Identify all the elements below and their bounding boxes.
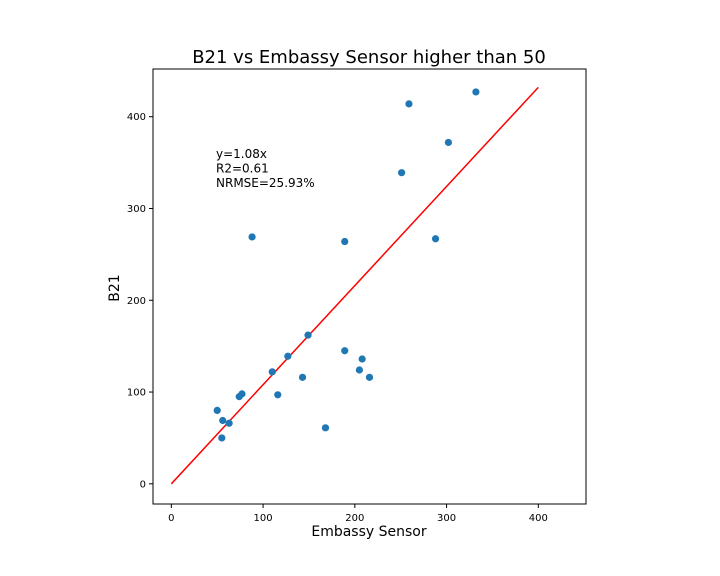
data-point <box>298 373 307 381</box>
fit-annotation: y=1.08x R2=0.61 NRMSE=25.93% <box>216 147 315 190</box>
y-tick-label: 300 <box>127 204 146 215</box>
x-tick-label: 200 <box>345 513 364 524</box>
annotation-line: NRMSE=25.93% <box>216 176 315 190</box>
data-point <box>225 419 233 427</box>
data-point <box>444 138 452 147</box>
data-point <box>431 235 440 243</box>
axis-ticks: 0 100 200 300 400 0 100 200 300 400 <box>127 112 548 524</box>
data-point <box>405 100 413 108</box>
data-point <box>304 331 312 339</box>
fit-line <box>170 86 539 485</box>
y-tick-label: 100 <box>127 388 146 399</box>
plot-area-frame <box>152 68 587 505</box>
data-point <box>213 406 221 414</box>
data-point <box>238 390 246 398</box>
data-point <box>274 391 282 399</box>
data-point <box>355 366 364 374</box>
data-point <box>248 233 256 241</box>
y-tick-label: 400 <box>127 112 146 123</box>
y-tick-label: 0 <box>140 479 146 490</box>
data-point <box>341 347 349 355</box>
chart-title: B21 vs Embassy Sensor higher than 50 <box>192 47 546 68</box>
data-point <box>218 434 226 442</box>
y-tick-label: 200 <box>127 296 146 307</box>
data-point <box>341 237 349 246</box>
data-point <box>472 88 480 96</box>
data-points <box>213 88 480 442</box>
data-point <box>268 368 276 376</box>
x-axis-label: Embassy Sensor <box>311 524 427 540</box>
x-tick-label: 0 <box>168 513 174 524</box>
data-point <box>219 416 227 425</box>
x-tick-label: 100 <box>254 513 273 524</box>
data-point <box>321 424 330 432</box>
data-point <box>398 169 406 177</box>
annotation-line: R2=0.61 <box>216 162 269 176</box>
annotation-line: y=1.08x <box>216 147 267 161</box>
x-tick-label: 400 <box>529 513 548 524</box>
data-point <box>358 355 366 363</box>
y-axis-label: B21 <box>107 274 123 301</box>
x-tick-label: 300 <box>437 513 456 524</box>
data-point <box>284 352 292 360</box>
data-point <box>365 373 374 381</box>
